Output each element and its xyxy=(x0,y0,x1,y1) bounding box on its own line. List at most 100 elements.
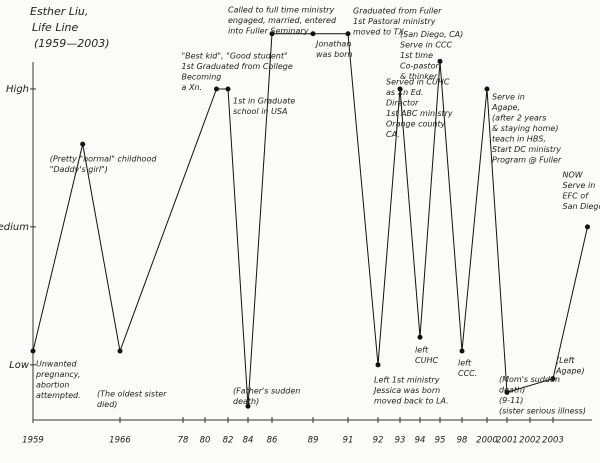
x-tick-label: 84 xyxy=(243,436,254,446)
event-label: 1st Pastoral ministry xyxy=(353,17,436,26)
event-label: left xyxy=(415,346,429,355)
event-label: Served in CUHC xyxy=(386,77,450,86)
event-label: (Left xyxy=(556,356,575,365)
x-tick-label: 1959 xyxy=(22,436,44,446)
event-label: attempted. xyxy=(36,391,81,400)
event-label: left xyxy=(458,359,472,368)
x-tick-label: 93 xyxy=(395,436,406,446)
event-label: Unwanted xyxy=(36,360,78,369)
y-tick-label: High xyxy=(6,84,29,95)
event-point xyxy=(550,376,556,382)
event-point xyxy=(504,389,510,395)
event-label: CUHC xyxy=(415,356,438,365)
x-tick-label: 95 xyxy=(435,436,446,446)
chart-title: Esther Liu, xyxy=(30,5,88,18)
event-point xyxy=(397,86,403,92)
x-tick-label: 89 xyxy=(308,436,319,446)
life-line xyxy=(32,33,588,407)
event-label: (Pretty "normal" childhood xyxy=(50,155,158,164)
x-tick-label: 94 xyxy=(415,436,426,446)
x-tick-label: 78 xyxy=(178,436,189,446)
event-label: Serve in xyxy=(563,181,596,190)
event-label: pregnancy, xyxy=(35,370,80,379)
event-label: was born xyxy=(316,50,353,59)
event-point xyxy=(225,86,231,92)
event-label: (Father's sudden xyxy=(233,387,300,396)
event-label: Agape, xyxy=(491,103,520,112)
event-label: "Daddy's girl") xyxy=(50,165,108,174)
event-label: death) xyxy=(499,385,525,394)
event-label: into Fuller Seminary xyxy=(228,26,309,35)
event-label: "Best kid", "Good student" xyxy=(182,51,288,60)
event-label: Called to full time ministry xyxy=(228,5,334,14)
x-tick-label: 98 xyxy=(457,436,468,446)
event-point xyxy=(117,348,123,354)
event-point xyxy=(80,141,86,147)
event-label: Graduated from Fuller xyxy=(353,6,442,15)
x-tick-label: 91 xyxy=(343,436,354,446)
event-label: Jessica was born xyxy=(372,386,440,395)
event-label: Agape) xyxy=(555,367,585,376)
event-label: (The oldest sister xyxy=(97,390,167,399)
event-label: Left 1st ministry xyxy=(374,375,440,384)
event-point xyxy=(345,31,351,37)
event-label: EFC of xyxy=(563,191,590,200)
event-label: 1st ABC ministry xyxy=(386,109,453,118)
event-label: San Diego xyxy=(563,202,600,211)
event-point xyxy=(585,224,590,230)
chart-title: Life Line xyxy=(32,21,78,34)
event-label: school in USA xyxy=(233,107,287,116)
event-point xyxy=(375,362,381,368)
event-label: Program @ Fuller xyxy=(492,155,562,164)
event-label: (sister serious illness) xyxy=(499,406,586,415)
event-label: Orange county xyxy=(386,119,446,128)
x-tick-label: 2001 xyxy=(496,436,518,446)
event-label: 1st time xyxy=(400,51,433,60)
chart-title: (1959—2003) xyxy=(34,37,110,50)
event-point xyxy=(30,348,36,354)
x-tick-label: 2002 xyxy=(519,436,541,446)
event-label: & thinker xyxy=(400,72,438,81)
event-label: 1st Graduated from College xyxy=(182,62,293,71)
event-label: Serve in CCC xyxy=(400,40,452,49)
x-tick-label: 80 xyxy=(200,436,211,446)
event-point xyxy=(214,86,219,92)
event-label: (after 2 years xyxy=(492,113,546,122)
event-label: abortion xyxy=(36,381,70,390)
x-tick-label: 2000 xyxy=(476,436,498,446)
event-point xyxy=(269,31,275,37)
event-label: & staying home) xyxy=(492,124,558,133)
event-point xyxy=(484,86,490,92)
event-label: Co-pastor xyxy=(400,61,440,70)
y-tick-label: Low xyxy=(9,360,30,371)
event-point xyxy=(245,403,251,409)
event-label: moved to TX. xyxy=(353,27,406,36)
event-label: CA. xyxy=(386,130,400,139)
event-label: 1st in Graduate xyxy=(233,96,295,105)
x-tick-label: 92 xyxy=(373,436,384,446)
event-label: Jonathan xyxy=(314,39,351,48)
event-label: (Mom's sudden xyxy=(499,375,560,384)
event-label: Start DC ministry xyxy=(492,145,561,154)
event-label: NOW xyxy=(563,170,584,179)
event-label: (San Diego, CA) xyxy=(400,30,463,39)
event-label: died) xyxy=(97,400,117,409)
event-label: Serve in xyxy=(492,92,525,101)
event-label: teach in HBS, xyxy=(492,134,546,143)
event-point xyxy=(310,31,316,37)
event-label: moved back to LA. xyxy=(374,396,449,405)
x-tick-label: 86 xyxy=(267,436,278,446)
event-label: Director xyxy=(386,98,419,107)
x-tick-label: 82 xyxy=(223,436,234,446)
event-point xyxy=(417,334,423,340)
event-label: CCC. xyxy=(458,369,477,378)
event-label: (9-11) xyxy=(499,396,523,405)
event-label: as Xn Ed. xyxy=(386,88,423,97)
event-point xyxy=(437,58,443,64)
event-label: a Xn. xyxy=(182,83,203,92)
y-tick-label: Medium xyxy=(0,222,29,233)
event-point xyxy=(459,348,465,354)
event-label: engaged, married, entered xyxy=(228,16,337,25)
event-label: Becoming xyxy=(182,72,222,81)
